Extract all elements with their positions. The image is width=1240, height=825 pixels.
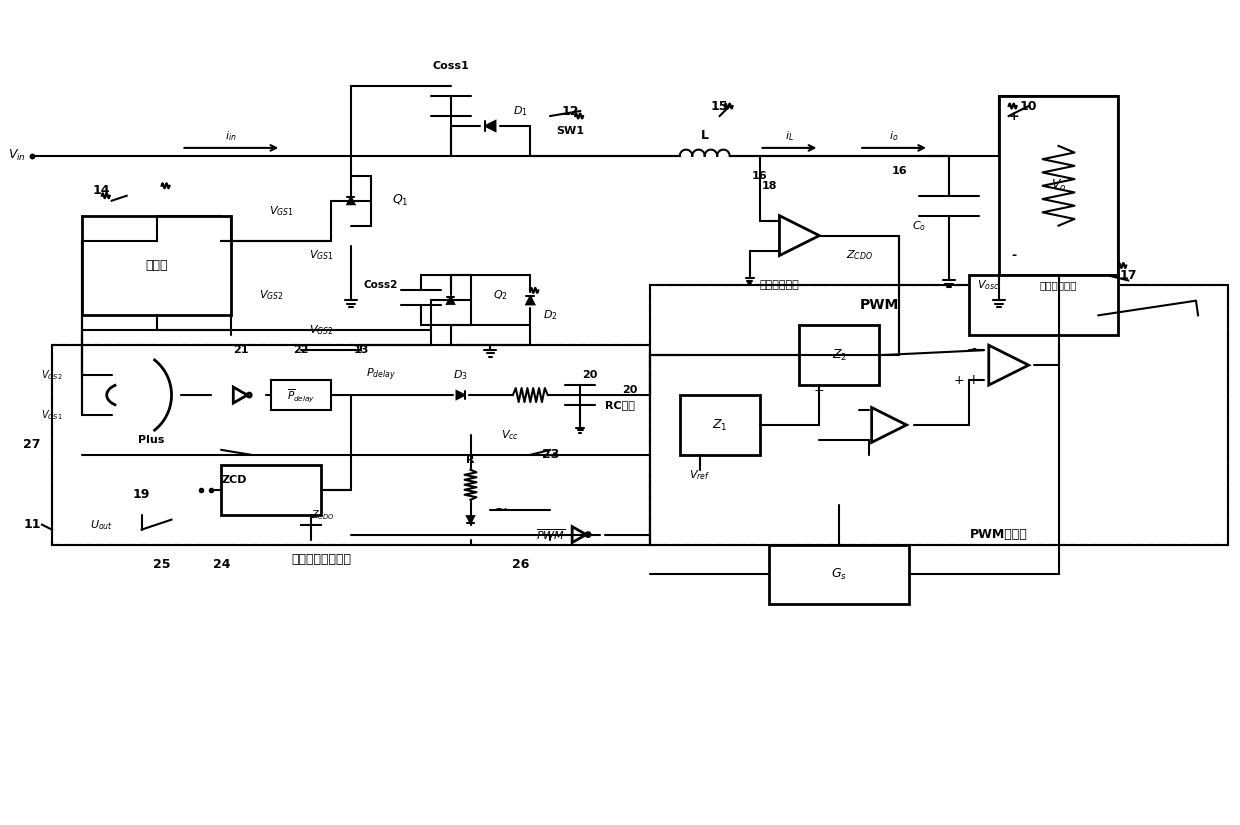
Text: $V_{cc}$: $V_{cc}$ (501, 428, 520, 442)
Text: +: + (1008, 110, 1019, 122)
Text: ~: ~ (494, 501, 507, 519)
Text: -: - (1011, 249, 1017, 262)
Bar (82, 215, 232, 315)
Text: 18: 18 (761, 181, 777, 191)
Bar (680, 395, 760, 455)
Text: +: + (813, 384, 825, 397)
Text: $V_{GS1}$: $V_{GS1}$ (41, 408, 63, 422)
Polygon shape (526, 296, 534, 304)
Text: $i_L$: $i_L$ (785, 129, 794, 143)
Text: 驅動器: 驅動器 (145, 259, 167, 272)
Text: Coss2: Coss2 (363, 280, 398, 290)
Text: $i_{in}$: $i_{in}$ (226, 129, 237, 143)
Text: $Z_2$: $Z_2$ (832, 347, 847, 363)
Polygon shape (780, 215, 820, 256)
Text: 10: 10 (1019, 100, 1038, 112)
Text: $V_{GS2}$: $V_{GS2}$ (259, 289, 284, 302)
Polygon shape (572, 526, 587, 543)
Polygon shape (485, 121, 496, 131)
Text: +: + (954, 374, 965, 387)
Text: $V_{GS1}$: $V_{GS1}$ (309, 248, 334, 262)
Text: $i_o$: $i_o$ (889, 129, 899, 143)
Polygon shape (872, 408, 906, 442)
Bar (52, 345, 650, 544)
Text: -: - (971, 343, 976, 357)
Text: $\overline{P}_{delay}$: $\overline{P}_{delay}$ (286, 387, 315, 403)
Polygon shape (448, 297, 454, 304)
Text: $Z_{CDO}$: $Z_{CDO}$ (311, 507, 335, 521)
Text: $G_s$: $G_s$ (831, 567, 847, 582)
Text: 26: 26 (512, 558, 529, 571)
Text: $V_{GS2}$: $V_{GS2}$ (41, 368, 63, 382)
Text: ZCD: ZCD (222, 474, 247, 485)
Text: +: + (968, 373, 980, 387)
Text: PWM: PWM (859, 299, 899, 313)
Text: PWM控制器: PWM控制器 (970, 528, 1028, 541)
Text: $D_3$: $D_3$ (453, 368, 467, 382)
Polygon shape (233, 387, 247, 403)
Text: 24: 24 (212, 558, 231, 571)
Text: $Q_2$: $Q_2$ (494, 289, 508, 302)
Text: 21: 21 (233, 345, 249, 356)
Text: 鋸齒波振盪器: 鋸齒波振盪器 (1040, 280, 1078, 290)
Text: 27: 27 (24, 438, 41, 451)
Polygon shape (347, 197, 355, 205)
Text: $V_{in}$: $V_{in}$ (9, 148, 26, 163)
Text: Plus: Plus (139, 435, 165, 445)
Text: 17: 17 (1120, 269, 1137, 282)
Text: 25: 25 (153, 558, 170, 571)
Bar (52, 345, 650, 544)
Text: $V_{ref}$: $V_{ref}$ (689, 468, 711, 482)
Text: 15: 15 (711, 100, 728, 112)
Text: 20: 20 (583, 370, 598, 380)
Bar (650, 285, 1228, 544)
Polygon shape (456, 391, 465, 399)
Bar (650, 285, 1228, 544)
Text: 零電壓開關控制器: 零電壓開關控制器 (291, 553, 351, 566)
Bar (770, 544, 909, 605)
Text: 12: 12 (562, 105, 579, 117)
Text: $U_{out}$: $U_{out}$ (91, 518, 113, 531)
Text: $Z_1$: $Z_1$ (712, 417, 728, 432)
Text: RC延遲: RC延遲 (605, 400, 635, 410)
Text: $C_o$: $C_o$ (911, 219, 926, 233)
Text: $Z_{CDO}$: $Z_{CDO}$ (846, 248, 873, 262)
Text: 16: 16 (892, 166, 906, 176)
Text: $D_1$: $D_1$ (513, 104, 528, 118)
Text: $\overline{PWM}$: $\overline{PWM}$ (536, 527, 565, 542)
Text: Coss1: Coss1 (433, 61, 469, 71)
Text: $P_{delay}$: $P_{delay}$ (366, 367, 396, 384)
Bar (800, 325, 879, 385)
Text: $V_{GS2}$: $V_{GS2}$ (309, 323, 334, 337)
Text: $Q_1$: $Q_1$ (392, 193, 409, 208)
Bar (222, 464, 321, 515)
Text: $D_2$: $D_2$ (543, 309, 558, 323)
Text: 零電流感測器: 零電流感測器 (760, 280, 800, 290)
Polygon shape (467, 516, 474, 523)
Text: 19: 19 (133, 488, 150, 502)
Text: SW1: SW1 (557, 126, 584, 136)
Bar (968, 276, 1118, 335)
Text: $V_{GS1}$: $V_{GS1}$ (269, 204, 294, 218)
Text: 23: 23 (542, 448, 559, 461)
Text: 14: 14 (93, 184, 110, 197)
Text: 20: 20 (622, 385, 637, 395)
Polygon shape (988, 345, 1029, 385)
Text: 13: 13 (353, 345, 368, 356)
Text: 16: 16 (751, 171, 768, 181)
Bar (998, 96, 1118, 276)
Text: 22: 22 (294, 345, 309, 356)
Text: $V_o$: $V_o$ (1050, 178, 1066, 193)
Text: $V_{osc}$: $V_{osc}$ (977, 279, 999, 292)
Text: R: R (466, 455, 475, 464)
Bar (272, 380, 331, 410)
Text: L: L (701, 130, 709, 143)
Text: 11: 11 (24, 518, 41, 531)
